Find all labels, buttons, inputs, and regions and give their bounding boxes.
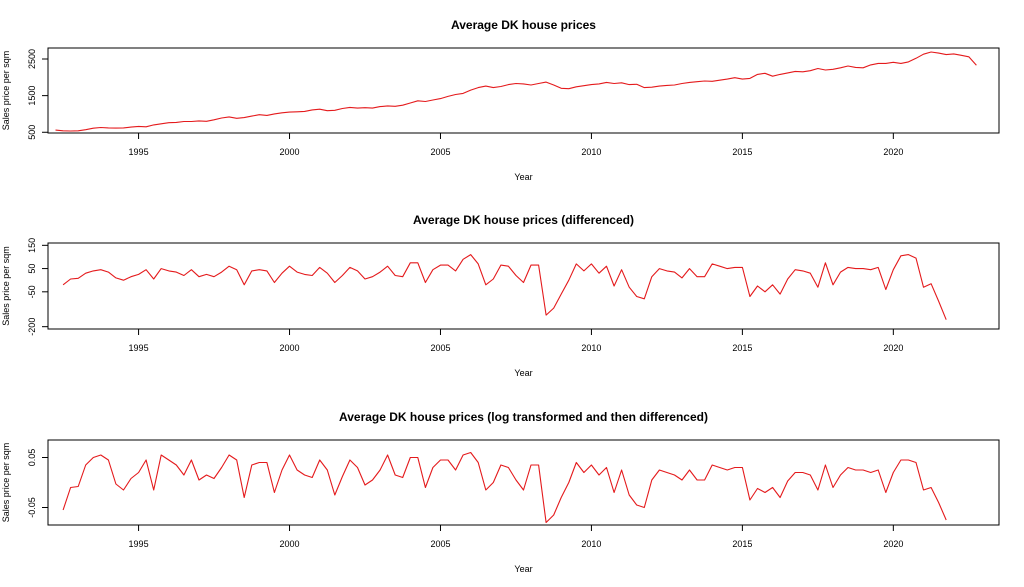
panel-2-series-line <box>62 254 947 320</box>
panel-3-ylabel: Sales price per sqm <box>1 443 11 523</box>
panel-1-x-tick-label-2005: 2005 <box>430 147 450 157</box>
panel-1-ylabel: Sales price per sqm <box>1 51 11 131</box>
panel-1-x-tick-label-2020: 2020 <box>883 147 903 157</box>
panel-1-x-tick-label-2010: 2010 <box>581 147 601 157</box>
panel-2-y-ticks: -200 -50 50 150 <box>27 238 48 336</box>
panel-2-x-ticks: 1995 2000 2005 2010 2015 2020 <box>129 329 903 353</box>
panel-2-x-tick-label-1995: 1995 <box>129 343 149 353</box>
panel-1-series-line <box>55 51 977 132</box>
panel-2-x-tick-label-2005: 2005 <box>430 343 450 353</box>
panel-3-x-tick-label-1995: 1995 <box>129 539 149 549</box>
panel-2: Average DK house prices (differenced) Ye… <box>1 213 1000 378</box>
panel-1-y-tick-label-0: 500 <box>27 125 37 140</box>
panel-3-x-tick-label-2010: 2010 <box>581 539 601 549</box>
panel-1-y-tick-label-2: 2500 <box>27 49 37 69</box>
panel-2-x-tick-label-2015: 2015 <box>732 343 752 353</box>
panel-1-y-tick-label-1: 1500 <box>27 86 37 106</box>
panel-3-xlabel: Year <box>514 564 532 574</box>
panel-2-x-tick-label-2020: 2020 <box>883 343 903 353</box>
panel-2-x-tick-label-2010: 2010 <box>581 343 601 353</box>
panel-2-y-tick-label-1: -50 <box>27 285 37 298</box>
panel-2-y-tick-label-3: 150 <box>27 238 37 253</box>
panel-3-x-ticks: 1995 2000 2005 2010 2015 2020 <box>129 525 903 549</box>
panel-1-x-tick-label-2000: 2000 <box>280 147 300 157</box>
panel-3-plot-frame <box>47 439 1000 526</box>
panel-3-y-ticks: -0.05 0.05 <box>27 449 48 518</box>
panel-1-x-ticks: 1995 2000 2005 2010 2015 2020 <box>129 133 903 157</box>
panel-3-title: Average DK house prices (log transformed… <box>339 410 708 424</box>
panel-1-xlabel: Year <box>514 172 532 182</box>
panel-3-series-line <box>62 451 947 524</box>
panel-3-x-tick-label-2020: 2020 <box>883 539 903 549</box>
panel-3: Average DK house prices (log transformed… <box>1 410 1000 574</box>
panel-3-x-tick-label-2000: 2000 <box>280 539 300 549</box>
panel-1-title: Average DK house prices <box>451 18 596 32</box>
panel-1-plot-frame <box>47 47 1000 134</box>
panel-1-y-ticks: 500 1500 2500 <box>27 49 48 140</box>
panel-2-plot-frame <box>47 242 1000 330</box>
panel-2-x-tick-label-2000: 2000 <box>280 343 300 353</box>
panel-2-y-tick-label-0: -200 <box>27 318 37 336</box>
panel-3-y-tick-label-0: -0.05 <box>27 497 37 518</box>
panel-1-x-tick-label-1995: 1995 <box>129 147 149 157</box>
panel-2-title: Average DK house prices (differenced) <box>413 213 634 227</box>
panel-2-ylabel: Sales price per sqm <box>1 246 11 326</box>
panel-3-x-tick-label-2005: 2005 <box>430 539 450 549</box>
panel-2-y-tick-label-2: 50 <box>27 264 37 274</box>
panel-3-x-tick-label-2015: 2015 <box>732 539 752 549</box>
panel-3-y-tick-label-1: 0.05 <box>27 449 37 467</box>
panel-2-xlabel: Year <box>514 368 532 378</box>
panel-1: Average DK house prices Year Sales price… <box>1 18 1000 182</box>
panel-1-x-tick-label-2015: 2015 <box>732 147 752 157</box>
